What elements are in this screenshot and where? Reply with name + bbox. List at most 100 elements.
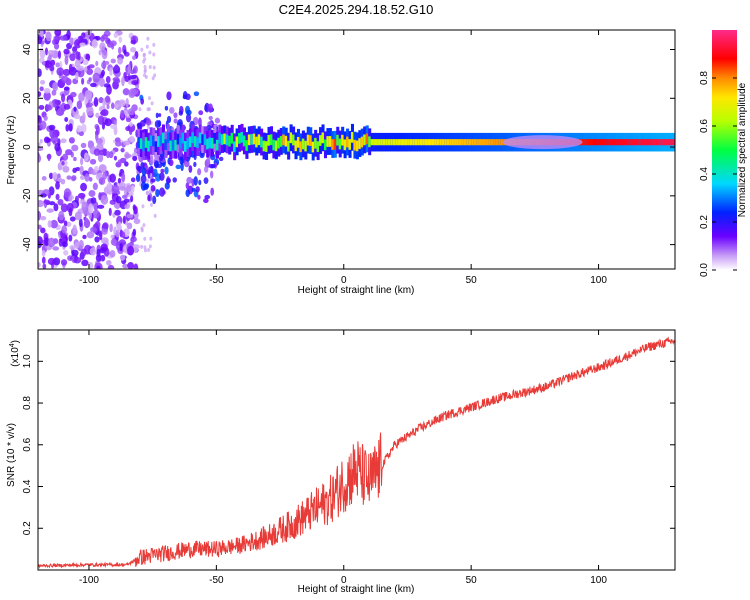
band-core — [323, 139, 328, 151]
noise-blob — [99, 110, 107, 116]
noise-blob — [96, 265, 101, 269]
band-core — [466, 139, 470, 146]
colorbar-tick-label: 0.6 — [699, 119, 710, 133]
noise-blob — [65, 149, 73, 156]
noise-blob — [63, 86, 70, 91]
band-core — [441, 139, 445, 146]
noise-blob — [106, 104, 110, 110]
noise-blob — [126, 213, 134, 219]
onset-blob — [218, 156, 224, 162]
noise-blob — [150, 101, 154, 106]
noise-blob — [45, 104, 52, 111]
band-core — [643, 139, 647, 146]
noise-blob — [38, 36, 43, 45]
noise-blob — [39, 86, 44, 92]
onset-blob — [157, 120, 162, 128]
onset-blob — [166, 91, 172, 101]
onset-blob — [150, 178, 156, 183]
onset-blob — [197, 194, 201, 200]
noise-blob — [127, 261, 134, 269]
noise-blob — [38, 146, 44, 151]
noise-blob — [38, 262, 41, 268]
band-core — [355, 140, 359, 152]
y-tick-label: 1.0 — [22, 354, 33, 368]
noise-blob — [45, 31, 52, 42]
band-core — [598, 139, 602, 146]
x-tick-label: -100 — [79, 275, 99, 286]
noise-blob — [43, 91, 51, 101]
noise-blob — [104, 118, 112, 127]
colorbar-tick-label: 0.0 — [699, 263, 710, 277]
noise-blob — [113, 103, 120, 109]
band-core — [429, 139, 433, 146]
noise-blob — [53, 42, 60, 50]
noise-blob — [143, 57, 147, 62]
noise-blob — [98, 177, 106, 185]
noise-blob — [114, 209, 121, 216]
noise-blob — [118, 100, 126, 107]
onset-blob — [135, 173, 141, 183]
band-core — [603, 139, 607, 146]
band-core — [483, 139, 487, 146]
onset-blob — [141, 167, 147, 177]
band-core — [630, 139, 634, 146]
noise-blob — [90, 197, 97, 204]
x-tick-label: 0 — [341, 575, 347, 586]
noise-blob — [43, 199, 51, 204]
noise-blob — [114, 79, 121, 84]
band-core — [284, 135, 288, 147]
band-core — [142, 140, 146, 152]
onset-blob — [165, 177, 171, 184]
noise-blob — [62, 153, 69, 161]
band-core — [422, 139, 426, 146]
noise-blob — [128, 127, 133, 136]
noise-blob — [127, 63, 131, 74]
band-core — [382, 139, 386, 146]
band-core — [269, 134, 273, 146]
band-core — [225, 134, 229, 146]
noise-blob — [43, 115, 48, 121]
noise-blob — [60, 259, 68, 266]
noise-blob — [117, 159, 122, 165]
noise-blob — [148, 189, 152, 194]
band-core — [662, 139, 666, 146]
noise-blob — [94, 236, 100, 243]
noise-blob — [130, 39, 137, 45]
spectrogram-region-central-band — [137, 123, 675, 161]
band-core — [186, 138, 190, 149]
noise-blob — [75, 71, 79, 81]
colorbar-tick-label: 0.2 — [699, 215, 710, 229]
noise-blob — [69, 245, 76, 250]
spectrogram-y-axis-label: Frequency (Hz) — [6, 116, 17, 185]
noise-blob — [125, 117, 132, 123]
noise-blob — [101, 49, 108, 60]
noise-blob — [47, 220, 52, 228]
noise-blob — [118, 186, 126, 191]
noise-blob — [103, 83, 111, 88]
onset-blob — [147, 194, 151, 202]
band-core — [191, 132, 195, 144]
noise-blob — [97, 204, 105, 209]
noise-blob — [38, 199, 44, 208]
noise-blob — [38, 236, 43, 245]
noise-blob — [91, 38, 98, 49]
band-core — [616, 139, 620, 146]
noise-blob — [40, 227, 46, 234]
band-core — [262, 140, 266, 152]
noise-blob — [87, 140, 92, 147]
band-core — [309, 135, 313, 146]
noise-blob — [153, 213, 157, 218]
band-core — [206, 138, 210, 150]
noise-blob — [58, 210, 65, 221]
noise-blob — [95, 60, 99, 67]
noise-blob — [47, 153, 51, 162]
noise-blob — [78, 92, 85, 102]
band-core — [633, 139, 637, 146]
band-core — [139, 138, 143, 149]
band-core — [179, 137, 183, 149]
noise-blob — [42, 263, 47, 269]
chart-title: C2E4.2025.294.18.52.G10 — [279, 2, 434, 17]
noise-blob — [61, 241, 68, 248]
noise-blob — [81, 123, 87, 133]
band-core — [348, 139, 352, 150]
